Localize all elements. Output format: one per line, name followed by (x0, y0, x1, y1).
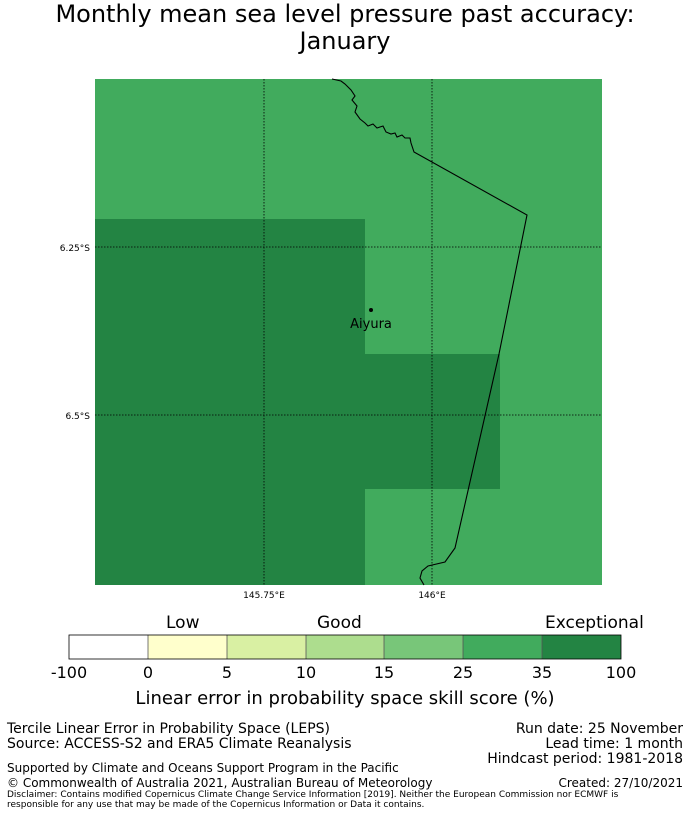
colorbar-tick: 35 (531, 663, 553, 682)
gridlines (95, 79, 602, 585)
source-text: Source: ACCESS-S2 and ERA5 Climate Reana… (7, 736, 352, 752)
colorbar-tick: 0 (142, 663, 154, 682)
lead-time-text: Lead time: 1 month (545, 736, 683, 752)
disclaimer-text: Disclaimer: Contains modified Copernicus… (7, 790, 619, 810)
coastline (331, 78, 528, 586)
lat-label-6-5: 6.5°S (65, 412, 90, 422)
colorbar-bin-6 (463, 635, 542, 659)
run-date-text: Run date: 25 November (515, 721, 683, 737)
support-text: Supported by Climate and Oceans Support … (7, 761, 399, 775)
grid-cell-exceptional-west (95, 219, 365, 585)
colorbar-bin-3 (227, 635, 306, 659)
colorbar (68, 634, 622, 660)
colorbar-bin-1 (69, 635, 148, 659)
colorbar-tick: 10 (295, 663, 317, 682)
colorbar-label-good: Good (317, 613, 362, 633)
map-figure: Aiyura 6.25°S 6.5°S 145.75°E 146°E (60, 78, 602, 601)
lon-label-146: 146°E (418, 591, 446, 601)
colorbar-label-low: Low (166, 613, 200, 633)
title-line-1: Monthly mean sea level pressure past acc… (55, 0, 635, 28)
aiyura-label: Aiyura (350, 317, 392, 332)
aiyura-marker (369, 308, 373, 312)
created-text: Created: 27/10/2021 (558, 776, 683, 790)
colorbar-tick: 100 (605, 663, 637, 682)
colorbar-tick: -100 (50, 663, 88, 682)
hindcast-text: Hindcast period: 1981-2018 (487, 751, 683, 767)
copyright-text: © Commonwealth of Australia 2021, Austra… (7, 776, 433, 790)
colorbar-label-exceptional: Exceptional (545, 613, 644, 633)
colorbar-tick: 15 (373, 663, 395, 682)
lon-label-145-75: 145.75°E (243, 591, 285, 601)
colorbar-caption: Linear error in probability space skill … (135, 688, 555, 709)
title-line-2: January (299, 27, 391, 55)
colorbar-tick: 25 (452, 663, 474, 682)
colorbar-tick: 5 (221, 663, 233, 682)
method-text: Tercile Linear Error in Probability Spac… (7, 721, 330, 737)
colorbar-bin-5 (384, 635, 463, 659)
colorbar-bin-7 (542, 635, 621, 659)
grid-cell-exceptional-east (365, 354, 500, 489)
lat-label-6-25: 6.25°S (60, 244, 91, 254)
colorbar-bin-4 (306, 635, 384, 659)
colorbar-bin-2 (148, 635, 227, 659)
